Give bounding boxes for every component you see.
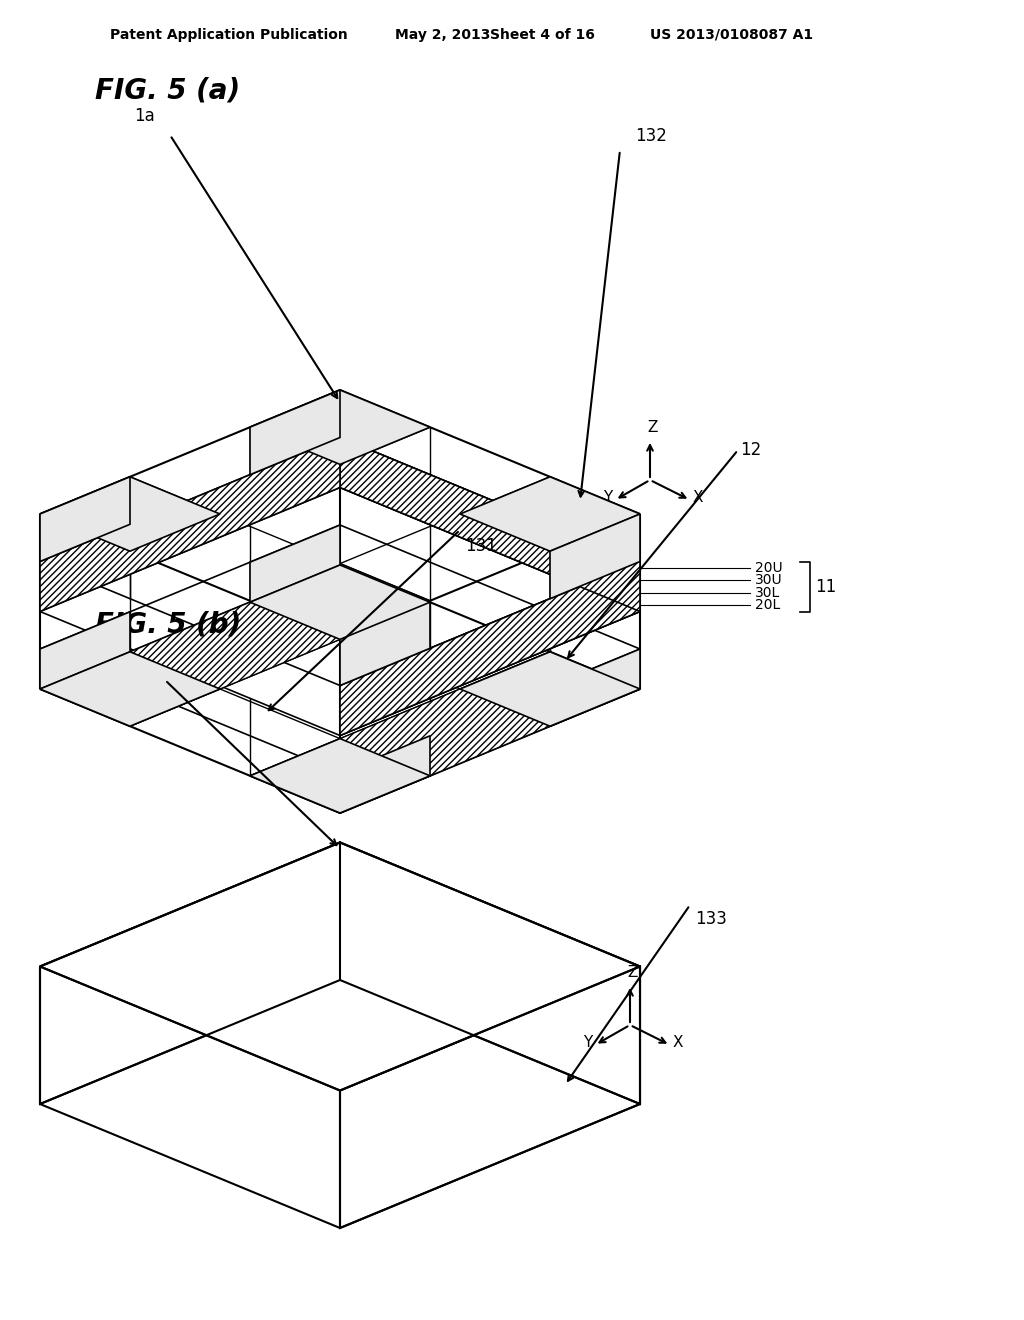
Polygon shape: [40, 477, 220, 552]
Polygon shape: [340, 513, 640, 813]
Polygon shape: [340, 842, 640, 1104]
Polygon shape: [460, 652, 640, 726]
Text: 131: 131: [465, 537, 497, 554]
Polygon shape: [250, 389, 430, 465]
Polygon shape: [340, 561, 640, 735]
Polygon shape: [250, 389, 340, 475]
Polygon shape: [40, 652, 220, 726]
Polygon shape: [40, 389, 340, 689]
Polygon shape: [550, 649, 640, 726]
Text: X: X: [693, 490, 703, 506]
Polygon shape: [250, 525, 340, 602]
Text: 30L: 30L: [755, 586, 780, 599]
Polygon shape: [40, 477, 130, 561]
Text: 1a: 1a: [129, 655, 150, 673]
Text: 132: 132: [635, 127, 667, 145]
Polygon shape: [40, 842, 640, 1090]
Polygon shape: [550, 513, 640, 599]
Polygon shape: [40, 565, 430, 726]
Polygon shape: [40, 842, 340, 1104]
Text: Z: Z: [628, 965, 638, 979]
Text: 20U: 20U: [755, 561, 782, 574]
Text: 11: 11: [815, 578, 837, 595]
Text: 20L: 20L: [755, 598, 780, 612]
Polygon shape: [340, 437, 640, 611]
Polygon shape: [250, 564, 430, 638]
Polygon shape: [340, 601, 430, 685]
Polygon shape: [340, 389, 640, 689]
Polygon shape: [340, 966, 640, 1228]
Text: FIG. 5 (b): FIG. 5 (b): [95, 611, 242, 639]
Polygon shape: [40, 437, 340, 611]
Text: Patent Application Publication: Patent Application Publication: [110, 28, 348, 42]
Text: Y: Y: [584, 1035, 593, 1049]
Polygon shape: [250, 652, 640, 813]
Text: 133: 133: [695, 909, 727, 928]
Text: 1a: 1a: [134, 107, 155, 125]
Polygon shape: [460, 477, 640, 552]
Text: Sheet 4 of 16: Sheet 4 of 16: [490, 28, 595, 42]
Polygon shape: [250, 739, 430, 813]
Text: FIG. 5 (a): FIG. 5 (a): [95, 77, 240, 104]
Polygon shape: [40, 611, 130, 689]
Text: Y: Y: [603, 490, 612, 506]
Text: 12: 12: [740, 441, 761, 459]
Polygon shape: [250, 565, 430, 639]
Polygon shape: [40, 565, 640, 813]
Polygon shape: [340, 735, 430, 813]
Text: May 2, 2013: May 2, 2013: [395, 28, 490, 42]
Text: US 2013/0108087 A1: US 2013/0108087 A1: [650, 28, 813, 42]
Text: 30U: 30U: [755, 573, 782, 587]
Polygon shape: [40, 513, 340, 813]
Text: X: X: [673, 1035, 683, 1049]
Polygon shape: [40, 389, 640, 638]
Text: Z: Z: [648, 420, 658, 436]
